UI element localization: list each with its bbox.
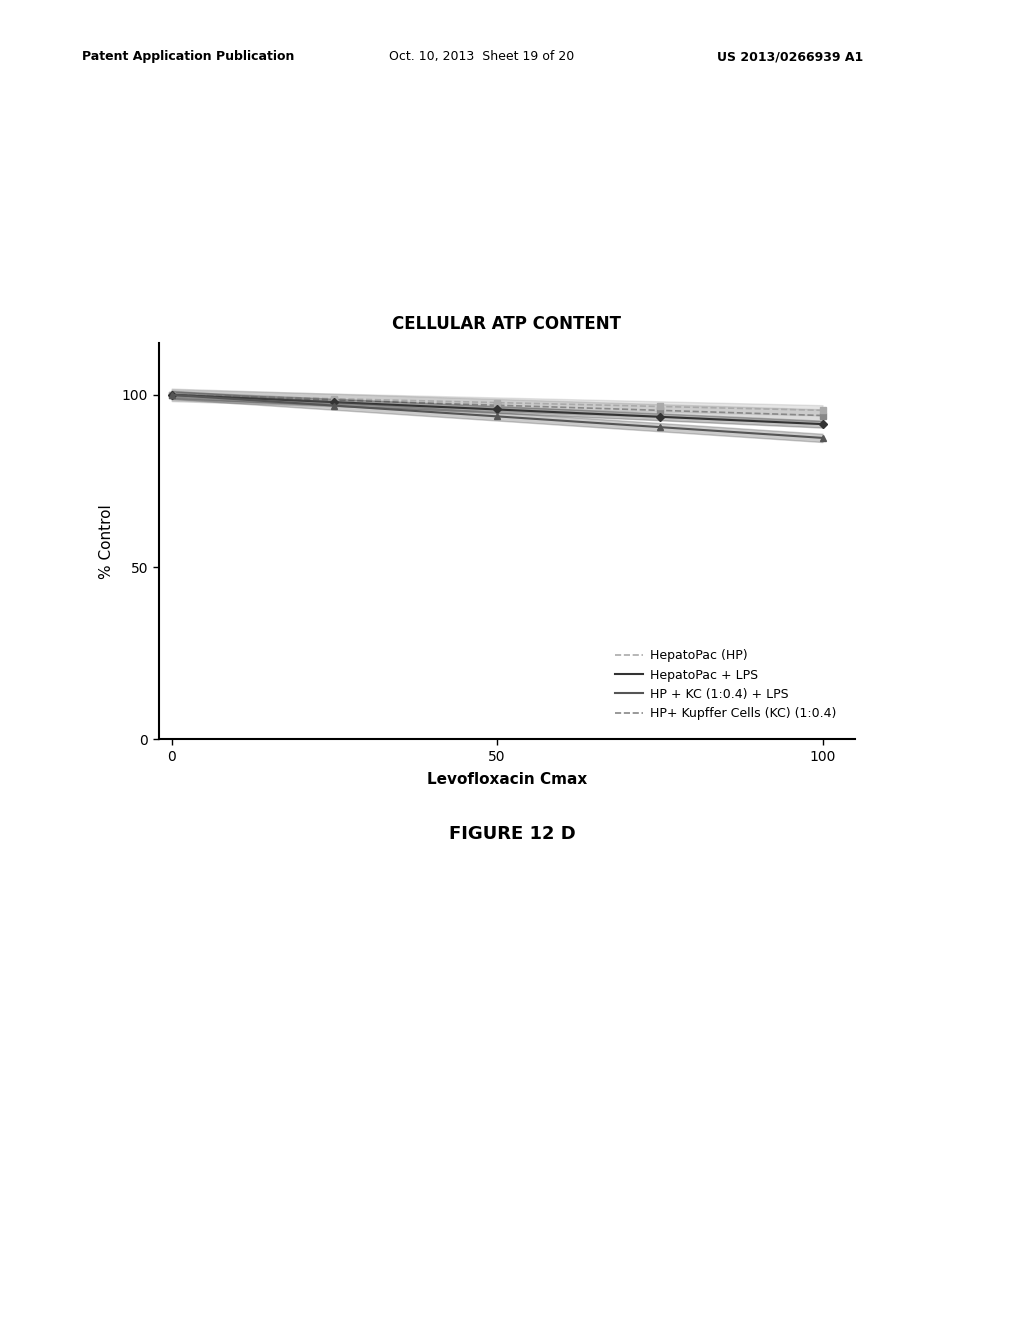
Legend: HepatoPac (HP), HepatoPac + LPS, HP + KC (1:0.4) + LPS, HP+ Kupffer Cells (KC) (: HepatoPac (HP), HepatoPac + LPS, HP + KC… — [610, 644, 842, 725]
Y-axis label: % Control: % Control — [98, 504, 114, 578]
Text: FIGURE 12 D: FIGURE 12 D — [449, 825, 575, 843]
Text: Patent Application Publication: Patent Application Publication — [82, 50, 294, 63]
Text: Oct. 10, 2013  Sheet 19 of 20: Oct. 10, 2013 Sheet 19 of 20 — [389, 50, 574, 63]
Title: CELLULAR ATP CONTENT: CELLULAR ATP CONTENT — [392, 315, 622, 334]
Text: US 2013/0266939 A1: US 2013/0266939 A1 — [717, 50, 863, 63]
X-axis label: Levofloxacin Cmax: Levofloxacin Cmax — [427, 772, 587, 787]
